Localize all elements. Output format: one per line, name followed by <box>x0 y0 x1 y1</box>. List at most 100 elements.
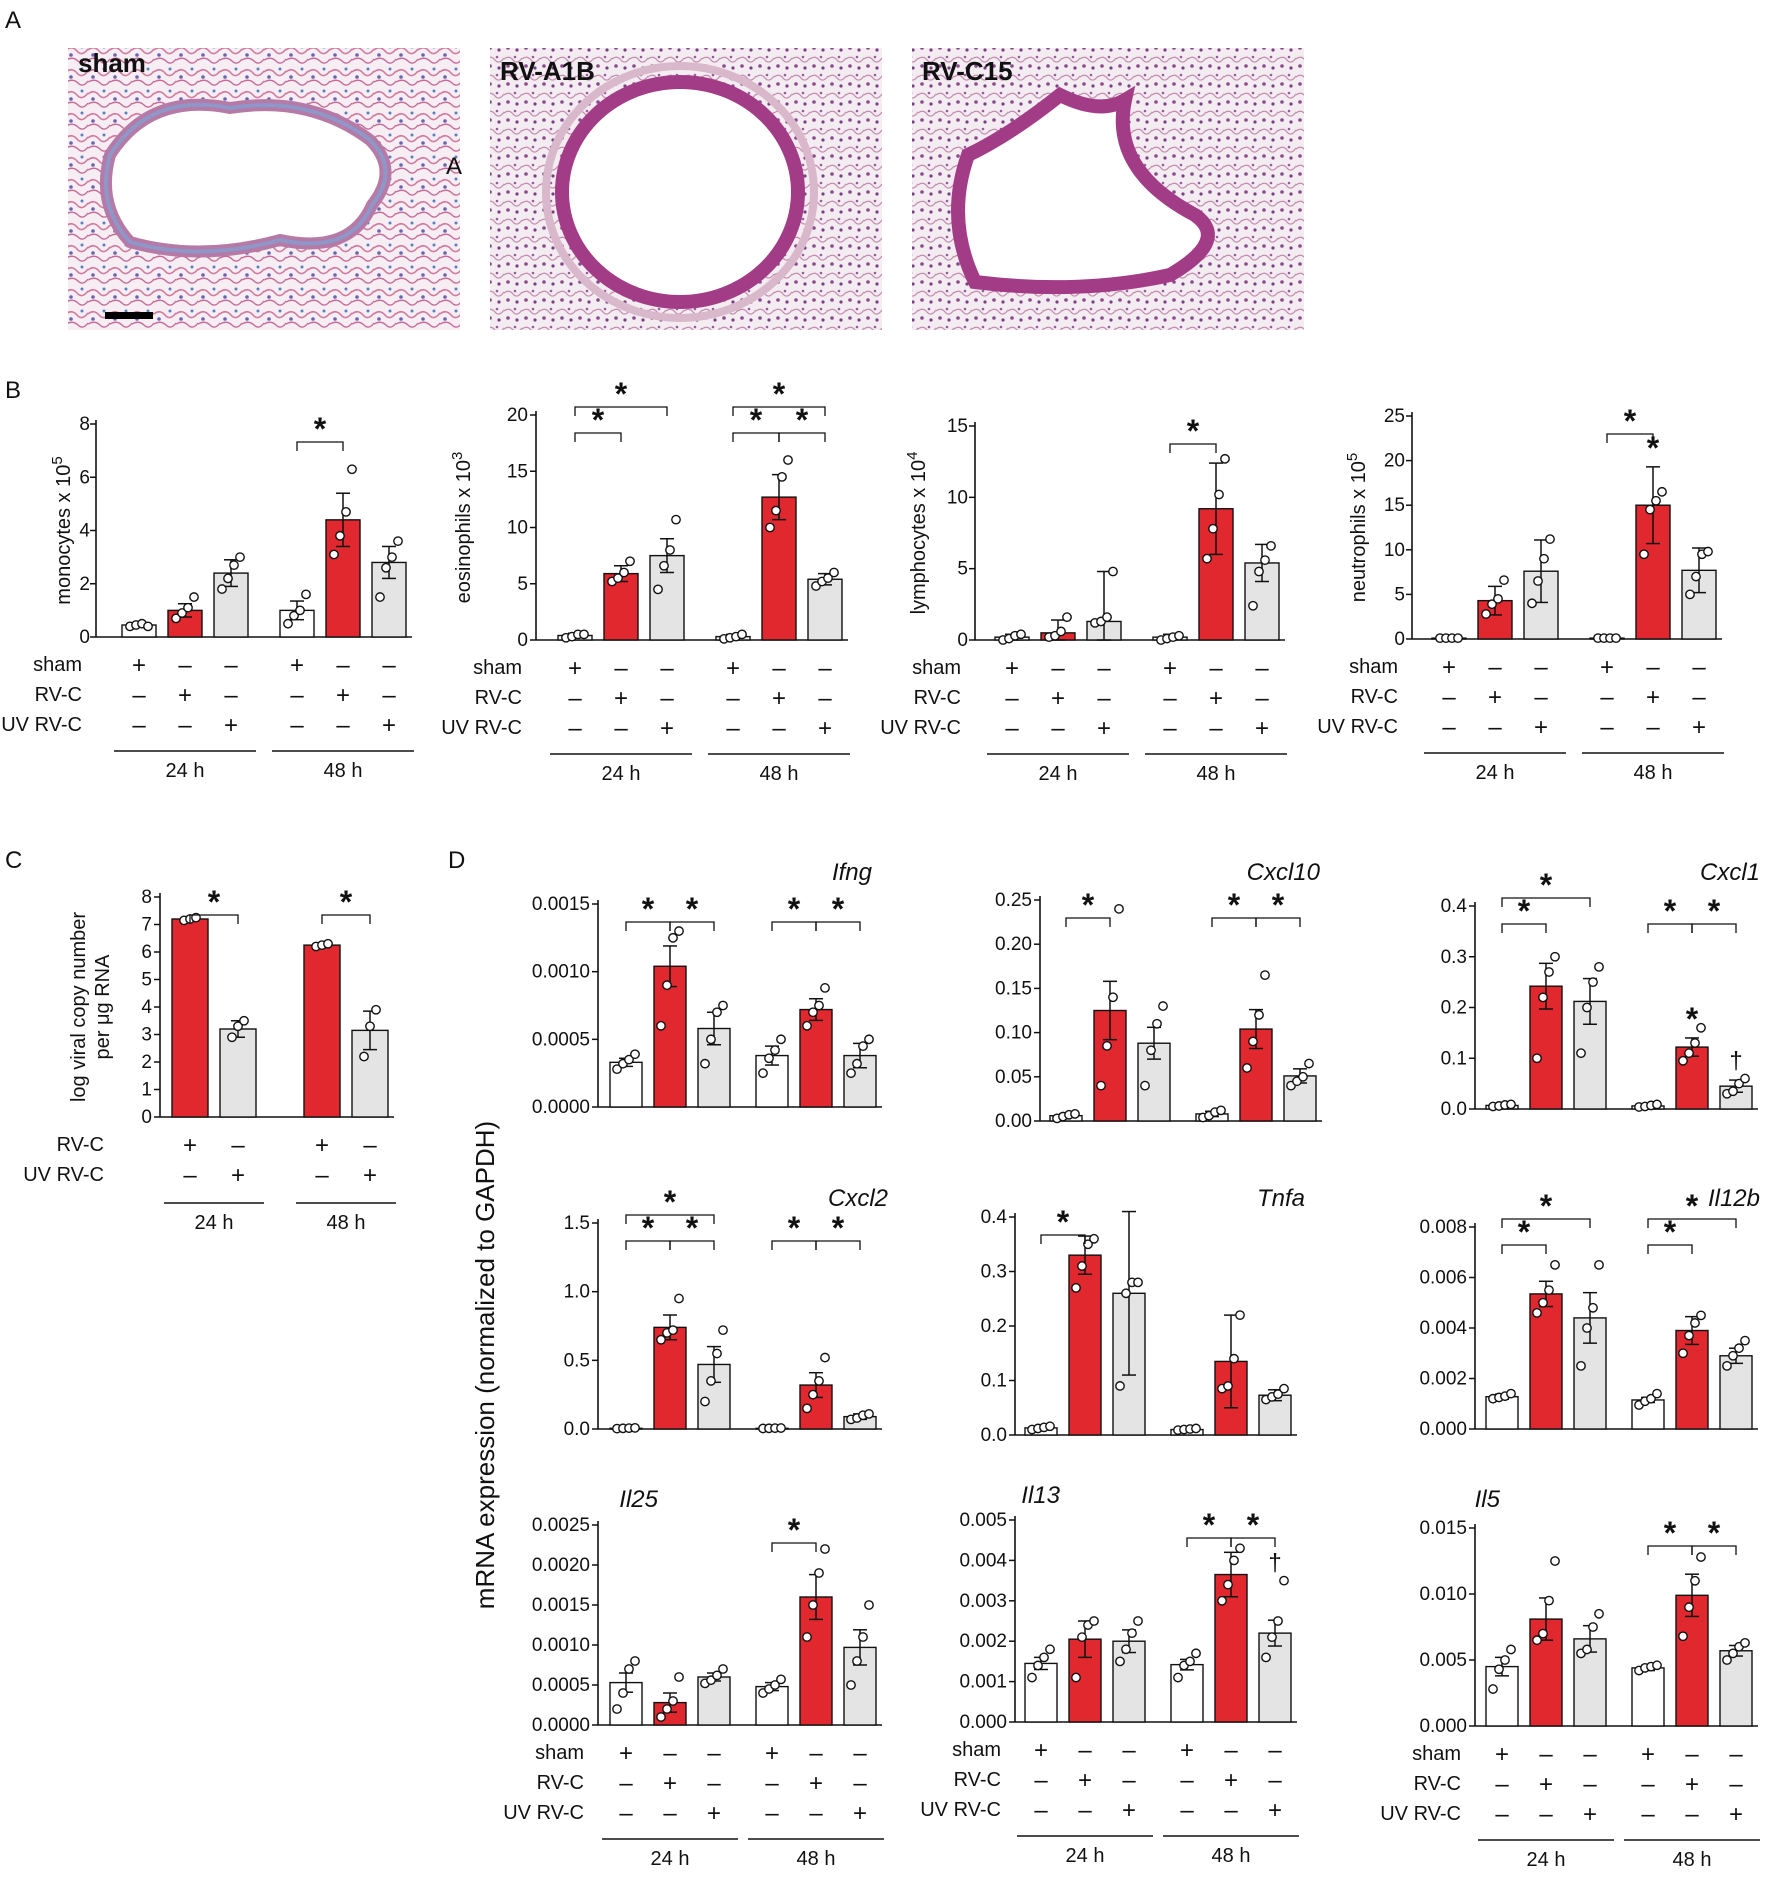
minus-mark: – <box>1692 684 1706 711</box>
data-point <box>718 1000 728 1011</box>
minus-mark: – <box>1097 685 1111 712</box>
data-point <box>1691 571 1701 582</box>
data-point <box>1703 546 1713 557</box>
y-tick-label: 0.015 <box>1419 1518 1467 1539</box>
data-point <box>802 1403 812 1414</box>
y-tick-label: 6 <box>79 467 90 488</box>
plus-mark: + <box>1729 1801 1743 1828</box>
significance-star: * <box>340 884 353 920</box>
row-label-uvrvc: UV RV-C <box>1317 716 1398 738</box>
y-axis-label: neutrophils x 105 <box>1344 453 1370 603</box>
bar <box>653 965 687 1108</box>
minus-mark: – <box>1685 1801 1699 1828</box>
significance-bracket <box>771 1542 817 1552</box>
data-point <box>335 530 345 541</box>
data-point <box>771 505 781 516</box>
y-tick-label: 5 <box>957 559 968 580</box>
significance-star: * <box>642 891 655 927</box>
bar <box>171 918 209 1118</box>
data-point <box>1487 599 1497 610</box>
plus-mark: + <box>1600 654 1614 681</box>
minus-mark: – <box>809 1740 823 1767</box>
minus-mark: – <box>1268 1767 1282 1794</box>
data-point <box>1533 576 1543 586</box>
data-point <box>1594 962 1604 972</box>
significance-star: * <box>788 1512 801 1548</box>
data-point <box>1267 1632 1277 1643</box>
row-label-uvrvc: UV RV-C <box>441 717 522 739</box>
data-point <box>1273 1389 1283 1400</box>
data-point <box>808 1389 818 1400</box>
significance-bracket <box>1691 923 1737 933</box>
data-point <box>1127 1628 1137 1639</box>
plus-mark: + <box>290 652 304 679</box>
data-point <box>712 1007 722 1018</box>
significance-bracket <box>1169 443 1217 453</box>
data-point <box>1045 1421 1055 1432</box>
data-point <box>1652 1099 1662 1110</box>
significance-star: * <box>1082 887 1095 923</box>
data-point <box>1248 1036 1258 1047</box>
minus-mark: – <box>290 682 304 709</box>
data-point <box>706 1376 716 1386</box>
data-point <box>233 1021 243 1032</box>
data-point <box>283 618 293 629</box>
data-point <box>1216 1105 1226 1116</box>
y-tick-label: 0.0000 <box>532 1097 590 1118</box>
minus-mark: – <box>1534 684 1548 711</box>
data-point <box>1690 1318 1700 1328</box>
minus-mark: – <box>1051 655 1065 682</box>
time-group-label: 48 h <box>324 760 363 782</box>
data-point <box>668 1696 678 1706</box>
y-tick-label: 0 <box>79 627 90 648</box>
minus-mark: – <box>382 652 396 679</box>
data-point <box>171 613 181 624</box>
y-tick-label: 0.0005 <box>532 1675 590 1696</box>
data-point <box>1740 1073 1750 1084</box>
minus-mark: – <box>818 655 832 682</box>
data-point <box>656 1712 666 1722</box>
data-point <box>1152 1018 1162 1029</box>
minus-mark: – <box>1685 1741 1699 1768</box>
data-point <box>814 1376 824 1386</box>
minus-mark: – <box>1122 1767 1136 1794</box>
y-tick-label: 1.5 <box>564 1213 590 1234</box>
data-point <box>802 1632 812 1642</box>
data-point <box>1684 1048 1694 1059</box>
data-point <box>1539 553 1549 564</box>
significance-star: * <box>615 376 628 412</box>
y-tick-label: 0.0010 <box>532 1635 590 1656</box>
plus-mark: + <box>1488 684 1502 711</box>
plus-mark: + <box>382 712 396 739</box>
data-point <box>630 1656 640 1666</box>
significance-star: * <box>1272 887 1285 923</box>
plus-mark: + <box>1034 1737 1048 1764</box>
row-label-sham: sham <box>912 657 961 679</box>
significance-star: * <box>788 1210 801 1246</box>
data-point <box>329 549 339 560</box>
data-point <box>1678 1055 1688 1066</box>
significance-bracket <box>321 914 371 924</box>
data-point <box>662 980 672 991</box>
data-point <box>1214 489 1224 500</box>
data-point <box>1576 1360 1586 1371</box>
y-axis-label: log viral copy number <box>68 912 90 1102</box>
chart-il5: 0.000 0.005 0.010 0.015 Il5 * * sham + – – + – – RV-C –… <box>1380 1486 1760 1871</box>
data-point <box>777 471 787 482</box>
significance-bracket <box>1647 1244 1693 1254</box>
data-point <box>1102 612 1112 623</box>
y-tick-label: 0.5 <box>564 1350 590 1371</box>
significance-bracket <box>574 406 668 416</box>
chart-title: Ifng <box>832 859 873 886</box>
data-point <box>1016 629 1026 640</box>
data-point <box>706 1034 716 1045</box>
y-tick-label: 7 <box>141 915 152 936</box>
data-point <box>718 1325 728 1336</box>
minus-mark: – <box>660 685 674 712</box>
data-point <box>1550 951 1560 962</box>
data-point <box>1108 566 1118 577</box>
plus-mark: + <box>818 715 832 742</box>
data-point <box>1173 1672 1183 1683</box>
data-point <box>1279 1383 1289 1394</box>
